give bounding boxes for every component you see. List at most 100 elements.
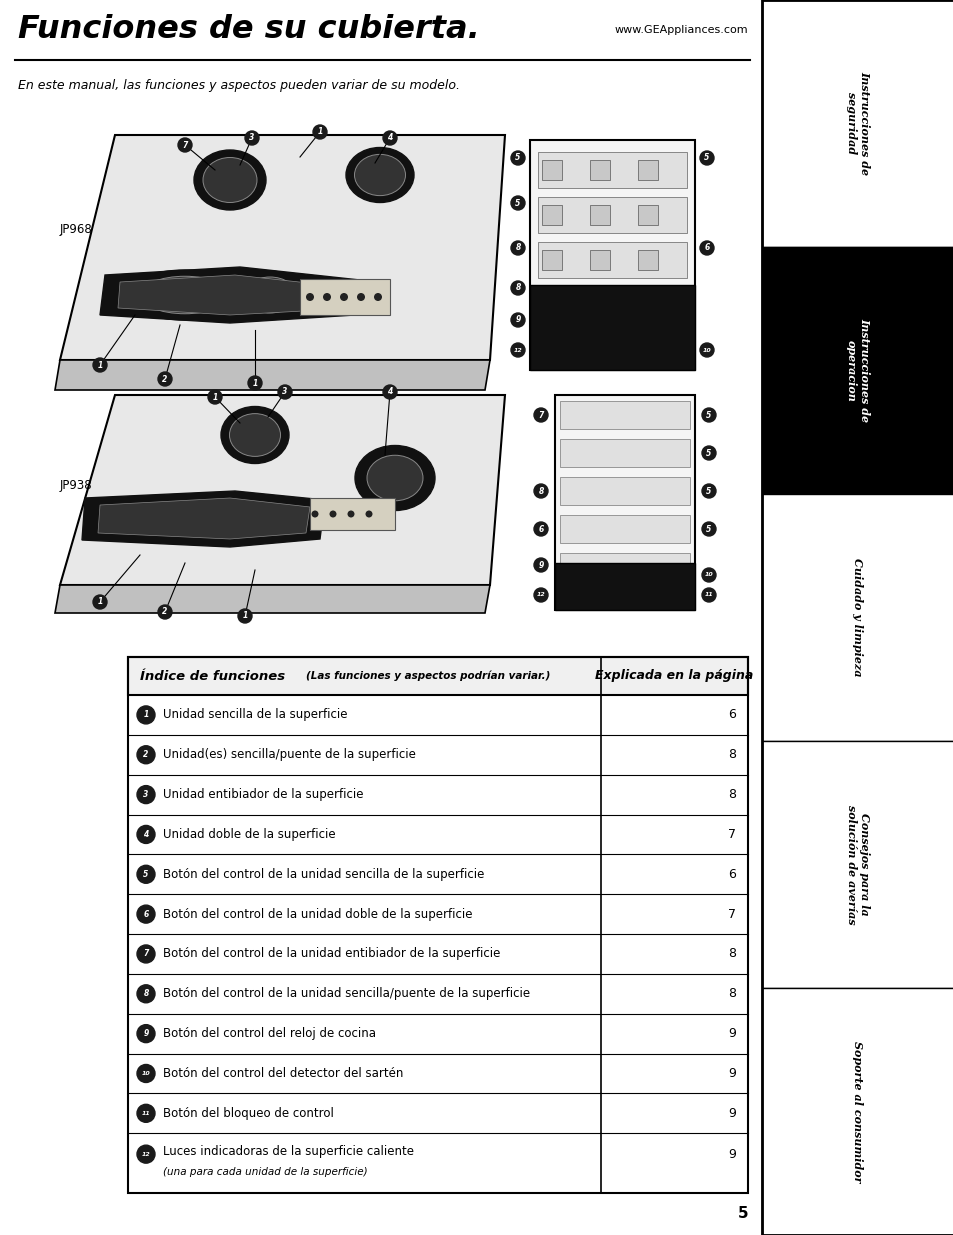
Circle shape	[208, 390, 222, 404]
Bar	[310, 498, 395, 530]
Text: 4: 4	[387, 388, 393, 396]
Circle shape	[137, 866, 154, 883]
Bar	[589, 249, 609, 270]
Circle shape	[137, 1065, 154, 1083]
Text: Unidad(es) sencilla/puente de la superficie: Unidad(es) sencilla/puente de la superfi…	[163, 748, 416, 761]
Text: Botón del bloqueo de control: Botón del bloqueo de control	[163, 1107, 334, 1120]
Text: 9: 9	[727, 1107, 735, 1120]
Bar	[555, 395, 695, 610]
Text: 5: 5	[705, 525, 711, 534]
Text: 7: 7	[143, 950, 149, 958]
Text: 3: 3	[143, 790, 149, 799]
Ellipse shape	[355, 446, 435, 510]
Bar	[559, 477, 689, 505]
Text: 2: 2	[162, 608, 168, 616]
Bar	[537, 242, 686, 278]
Text: 1: 1	[97, 361, 103, 369]
Text: 1: 1	[143, 710, 149, 720]
Ellipse shape	[203, 158, 256, 203]
Text: Botón del control de la unidad doble de la superficie: Botón del control de la unidad doble de …	[163, 908, 472, 920]
Circle shape	[511, 151, 524, 165]
Text: 6: 6	[727, 709, 735, 721]
Circle shape	[356, 293, 365, 301]
Circle shape	[137, 706, 154, 724]
Circle shape	[312, 510, 318, 517]
Circle shape	[701, 522, 716, 536]
Bar	[128, 894, 747, 934]
Text: 5: 5	[737, 1205, 747, 1220]
Text: 6: 6	[143, 910, 149, 919]
Circle shape	[306, 293, 314, 301]
Circle shape	[701, 484, 716, 498]
Circle shape	[534, 484, 547, 498]
Circle shape	[137, 905, 154, 923]
Circle shape	[329, 510, 336, 517]
Text: 3: 3	[249, 133, 254, 142]
Text: Consejos para la
solución de averías: Consejos para la solución de averías	[845, 805, 869, 924]
Text: 6: 6	[727, 868, 735, 881]
Circle shape	[137, 1025, 154, 1042]
Bar	[638, 249, 658, 270]
Circle shape	[178, 138, 192, 152]
Circle shape	[248, 375, 262, 390]
Bar	[128, 974, 747, 1014]
Bar	[537, 198, 686, 233]
Text: 10: 10	[141, 1071, 151, 1076]
Text: 8: 8	[515, 284, 520, 293]
Circle shape	[137, 785, 154, 804]
Text: 4: 4	[387, 133, 393, 142]
Ellipse shape	[140, 277, 230, 314]
Polygon shape	[118, 275, 345, 315]
Bar	[761, 0, 953, 247]
Circle shape	[534, 408, 547, 422]
Text: 5: 5	[143, 869, 149, 879]
Polygon shape	[60, 135, 504, 359]
Ellipse shape	[193, 149, 266, 210]
Circle shape	[137, 984, 154, 1003]
Bar	[128, 1014, 747, 1053]
Text: 5: 5	[705, 487, 711, 495]
Text: Unidad doble de la superficie: Unidad doble de la superficie	[163, 827, 335, 841]
Bar	[128, 657, 747, 1193]
Text: Instrucciones de
operacion: Instrucciones de operacion	[845, 319, 869, 422]
Text: 9: 9	[727, 1147, 735, 1161]
Bar	[761, 741, 953, 988]
Text: 9: 9	[727, 1028, 735, 1040]
Ellipse shape	[230, 414, 280, 457]
Circle shape	[700, 343, 713, 357]
Text: 1: 1	[213, 393, 217, 401]
Circle shape	[339, 293, 348, 301]
Bar	[559, 553, 689, 580]
Text: JP938: JP938	[60, 478, 92, 492]
Text: Botón del control del detector del sartén: Botón del control del detector del sarté…	[163, 1067, 403, 1079]
Circle shape	[700, 151, 713, 165]
Text: 11: 11	[704, 593, 713, 598]
Circle shape	[158, 372, 172, 387]
Text: Botón del control de la unidad sencilla/puente de la superficie: Botón del control de la unidad sencilla/…	[163, 987, 530, 1000]
Text: 9: 9	[143, 1029, 149, 1039]
Text: 6: 6	[703, 243, 709, 252]
Text: 1: 1	[317, 127, 322, 137]
Bar	[638, 205, 658, 225]
Circle shape	[374, 293, 381, 301]
Ellipse shape	[234, 270, 305, 319]
Circle shape	[511, 312, 524, 327]
Text: 7: 7	[727, 827, 735, 841]
Bar	[541, 249, 561, 270]
Polygon shape	[55, 585, 490, 613]
Text: Explicada en la página: Explicada en la página	[595, 669, 753, 683]
Circle shape	[382, 385, 396, 399]
Circle shape	[245, 131, 258, 144]
Text: 5: 5	[705, 448, 711, 457]
Text: Unidad sencilla de la superficie: Unidad sencilla de la superficie	[163, 709, 347, 721]
Bar	[761, 988, 953, 1235]
Circle shape	[534, 522, 547, 536]
Circle shape	[237, 609, 252, 622]
Ellipse shape	[355, 154, 405, 195]
Text: Botón del control de la unidad sencilla de la superficie: Botón del control de la unidad sencilla …	[163, 868, 484, 881]
Text: 8: 8	[727, 788, 735, 802]
Bar	[128, 735, 747, 774]
Circle shape	[277, 385, 292, 399]
Text: 8: 8	[515, 243, 520, 252]
Bar	[559, 438, 689, 467]
